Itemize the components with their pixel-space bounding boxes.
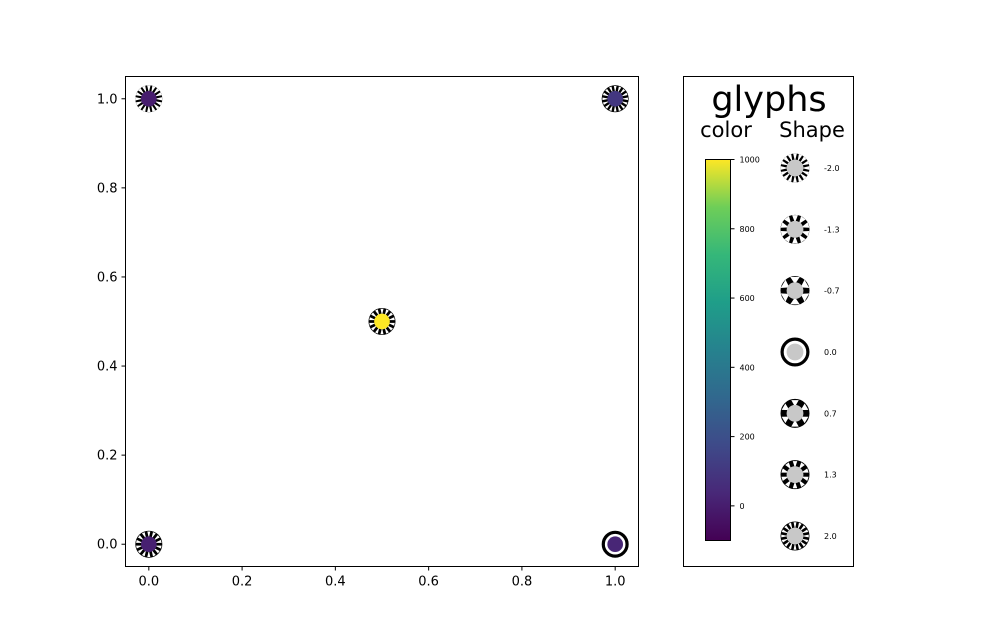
x-tick-label: 0.4	[325, 575, 346, 590]
legend-title: glyphs	[711, 80, 826, 120]
scatter-point	[601, 530, 629, 558]
y-tick-label: 0.4	[97, 360, 118, 375]
y-tick-label: 0.8	[97, 181, 118, 196]
shape-legend-glyph	[780, 337, 810, 367]
colorbar-tick-label: 1000	[740, 156, 760, 165]
x-axis: 0.0 0.2 0.4 0.6 0.8 1.0	[138, 566, 626, 590]
y-tick-label: 0.6	[97, 270, 118, 285]
legend-color-title: color	[700, 118, 752, 142]
scatter-point	[601, 85, 629, 113]
shape-legend-label: -2.0	[824, 164, 840, 173]
colorbar-tick-label: 0	[740, 502, 745, 511]
colorbar-ticks: 1000 800 600 400 200 0	[730, 156, 760, 511]
shape-legend-glyph	[780, 153, 810, 183]
scatter-point	[135, 85, 163, 113]
colorbar-tick-label: 800	[740, 225, 755, 234]
shape-legend-glyph	[780, 214, 810, 244]
shape-legend-glyph	[780, 460, 810, 490]
shape-legend: -2.0 -1.3 -0.7 0.0 0.7 1.3 2.0	[780, 153, 840, 551]
shape-legend-glyph	[780, 398, 810, 428]
shape-legend-glyph	[780, 521, 810, 551]
shape-legend-label: 0.7	[824, 409, 837, 418]
y-axis: 0.0 0.2 0.4 0.6 0.8 1.0	[97, 92, 126, 553]
y-tick-label: 1.0	[97, 92, 118, 107]
shape-legend-label: -0.7	[824, 287, 840, 296]
x-tick-label: 1.0	[605, 575, 626, 590]
shape-legend-glyph	[780, 276, 810, 306]
y-tick-label: 0.2	[97, 449, 118, 464]
x-tick-label: 0.8	[512, 575, 533, 590]
colorbar-tick-label: 600	[740, 294, 755, 303]
plot-frame	[125, 76, 639, 567]
legend-shape-title: Shape	[779, 118, 845, 142]
colorbar-tick-label: 400	[740, 363, 755, 372]
scatter-points	[135, 85, 629, 558]
shape-legend-label: 2.0	[824, 532, 837, 541]
scatter-point	[368, 308, 396, 335]
x-tick-label: 0.0	[138, 575, 159, 590]
colorbar	[705, 159, 731, 541]
shape-legend-label: 1.3	[824, 471, 837, 480]
scatter-point	[135, 530, 163, 558]
colorbar-tick-label: 200	[740, 433, 755, 442]
x-tick-label: 0.2	[232, 575, 253, 590]
y-tick-label: 0.0	[97, 538, 118, 553]
legend-frame	[683, 76, 854, 567]
shape-legend-label: 0.0	[824, 348, 837, 357]
shape-legend-label: -1.3	[824, 225, 840, 234]
x-tick-label: 0.6	[418, 575, 439, 590]
